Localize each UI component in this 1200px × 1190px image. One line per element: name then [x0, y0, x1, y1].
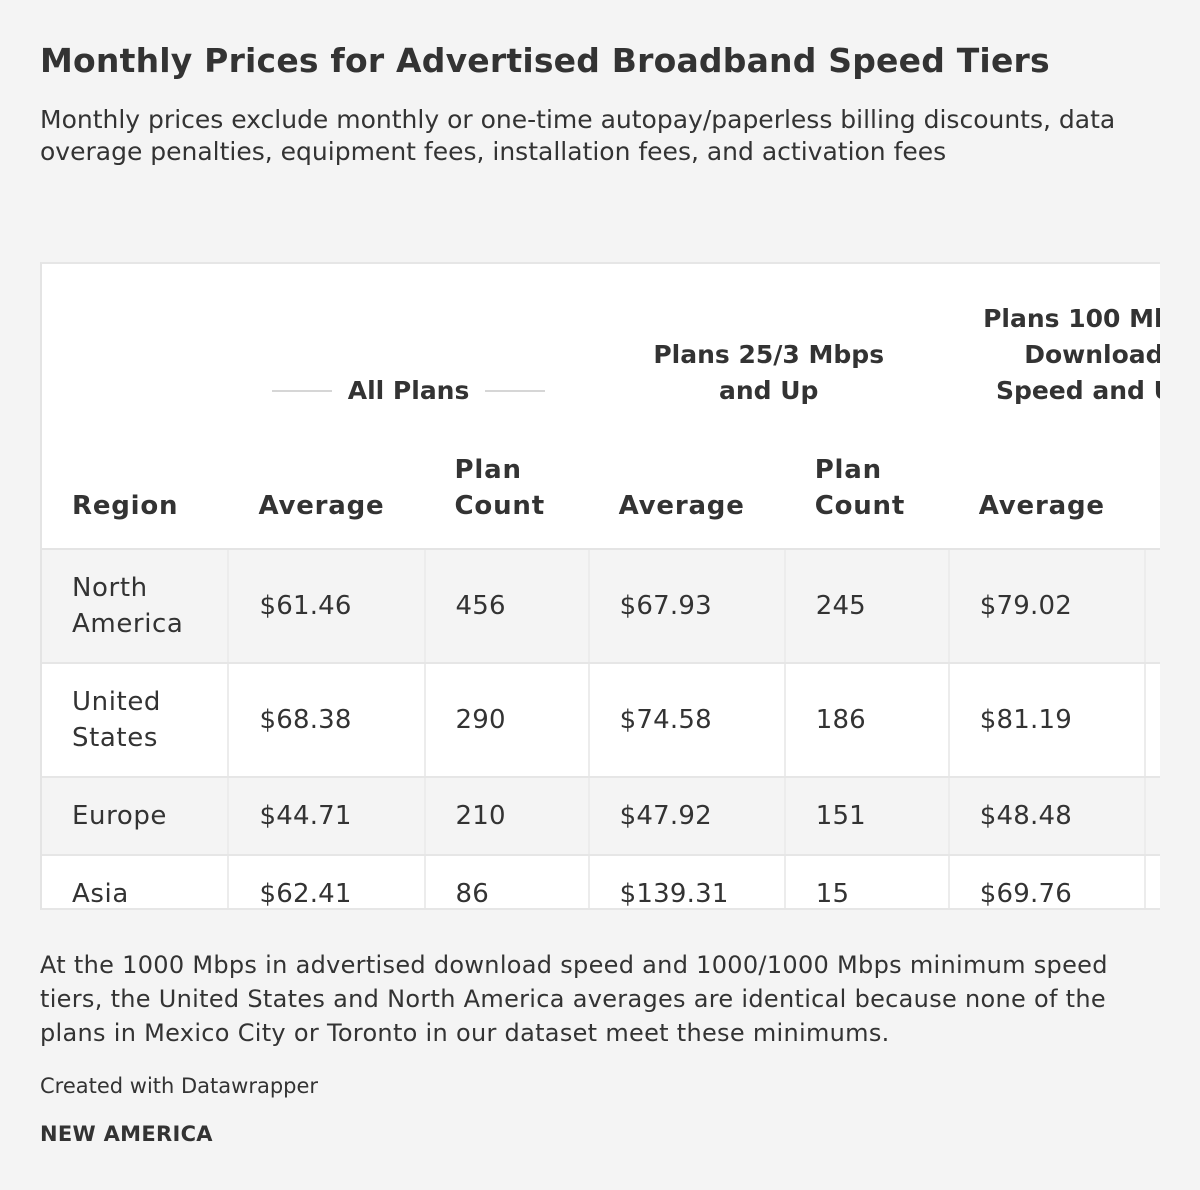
header-count-line1: Plan — [814, 455, 882, 485]
header-average-all[interactable]: Average — [228, 419, 425, 550]
value-cell: $69.76 — [948, 855, 1146, 908]
chart-subtitle: Monthly prices exclude monthly or one-ti… — [40, 105, 1116, 166]
value-cell: 290 — [424, 663, 590, 778]
value-cell: 151 — [784, 777, 950, 856]
region-cell: United States — [42, 663, 230, 778]
value-cell: 86 — [424, 855, 590, 908]
value-cell: 245 — [784, 549, 950, 664]
value-cell: 186 — [784, 663, 950, 778]
group-label-100-line3: Speed and Up — [995, 376, 1160, 405]
value-cell: $68.38 — [228, 663, 426, 778]
header-average-25-3[interactable]: Average — [588, 419, 785, 550]
value-cell: 456 — [424, 549, 590, 664]
footnote: At the 1000 Mbps in advertised download … — [40, 951, 1108, 1047]
chart-title: Monthly Prices for Advertised Broadband … — [40, 41, 1050, 80]
value-cell: 59 — [1144, 855, 1160, 908]
header-count-all[interactable]: Plan Count — [424, 419, 589, 550]
group-label-25-3-line1: Plans 25/3 Mbps — [653, 340, 885, 369]
header-count-line2: Count — [814, 491, 906, 521]
value-cell: $67.93 — [588, 549, 786, 664]
region-line2: America — [72, 609, 184, 639]
data-table-container[interactable]: All Plans Plans 25/3 Mbps and Up Plans 1… — [40, 262, 1160, 910]
group-label-100-line2: Download — [1024, 340, 1160, 369]
table-row: United States $68.38 290 $74.58 186 $81.1… — [42, 663, 1160, 778]
table-row: Europe $44.71 210 $47.92 151 $48.48 135 — [42, 777, 1160, 856]
group-rule-right — [485, 390, 546, 392]
value-cell: $61.46 — [228, 549, 426, 664]
value-cell: 210 — [424, 777, 590, 856]
region-line2: States — [72, 723, 158, 753]
value-cell: $139.31 — [588, 855, 786, 908]
region-cell: North America — [42, 549, 230, 664]
group-rule-left — [271, 390, 332, 392]
datawrapper-credit[interactable]: Created with Datawrapper — [40, 1074, 319, 1098]
column-group-row: All Plans Plans 25/3 Mbps and Up Plans 1… — [42, 264, 1160, 419]
header-count-line2: Count — [454, 491, 545, 521]
value-cell: $44.71 — [228, 777, 426, 856]
value-cell: $81.19 — [948, 663, 1146, 778]
data-table: All Plans Plans 25/3 Mbps and Up Plans 1… — [42, 264, 1160, 908]
group-header-100: Plans 100 Mbps Download Speed and Up — [949, 264, 1160, 419]
header-average-100[interactable]: Average — [948, 419, 1145, 550]
region-line1: North — [72, 573, 148, 603]
region-cell: Europe — [42, 777, 230, 856]
header-count-line1: Plan — [454, 455, 522, 485]
region-cell: Asia — [42, 855, 230, 908]
group-header-all-plans: All Plans — [228, 264, 588, 419]
value-cell: 15 — [784, 855, 950, 908]
header-region[interactable]: Region — [42, 419, 229, 550]
group-label-100-line1: Plans 100 Mbps — [983, 304, 1160, 333]
value-cell: $79.02 — [948, 549, 1146, 664]
value-cell: 221 — [1144, 549, 1160, 664]
group-header-25-3: Plans 25/3 Mbps and Up — [589, 264, 949, 419]
value-cell: $48.48 — [948, 777, 1146, 856]
table-row: Asia $62.41 86 $139.31 15 $69.76 59 — [42, 855, 1160, 908]
header: Monthly Prices for Advertised Broadband … — [40, 40, 1160, 168]
group-header-empty — [42, 264, 228, 419]
column-header-row: Region Average Plan Count Average Plan Cou… — [42, 419, 1160, 550]
value-cell: 184 — [1144, 663, 1160, 778]
value-cell: 135 — [1144, 777, 1160, 856]
value-cell: $62.41 — [228, 855, 426, 908]
brand-logo-text: NEW AMERICA — [40, 1122, 213, 1146]
value-cell: $74.58 — [588, 663, 786, 778]
group-label-all-plans: All Plans — [347, 376, 470, 405]
header-count-25-3[interactable]: Plan Count — [784, 419, 949, 550]
table-row: North America $61.46 456 $67.93 245 $79.0… — [42, 549, 1160, 664]
group-label-25-3-line2: and Up — [718, 376, 819, 405]
value-cell: $47.92 — [588, 777, 786, 856]
region-line1: United — [72, 687, 162, 717]
